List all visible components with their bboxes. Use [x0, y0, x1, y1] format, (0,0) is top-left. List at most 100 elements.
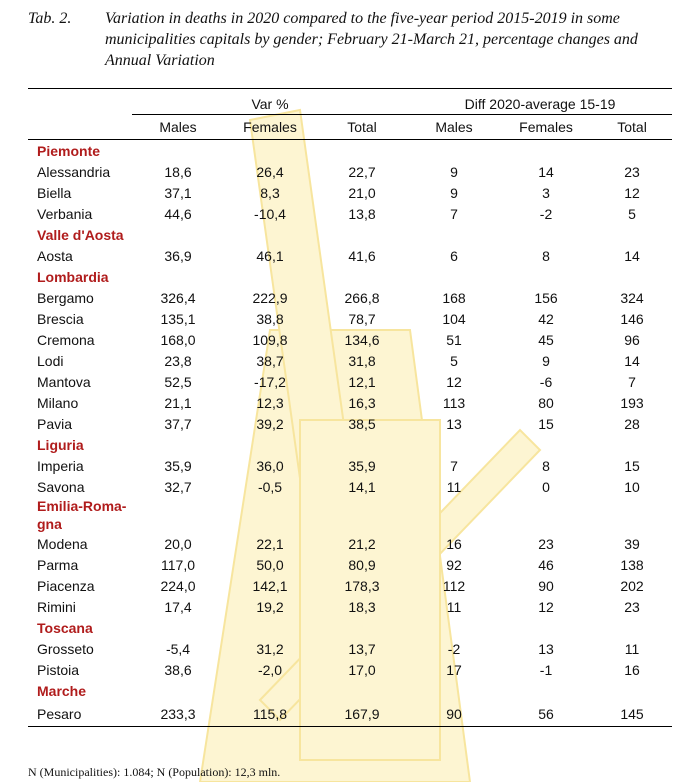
cell: 21,2 — [348, 535, 376, 552]
cell: 11 — [624, 640, 640, 657]
data-row: Alessandria 18,6 26,4 22,7 9 14 23 — [28, 161, 672, 182]
cell: 39,2 — [256, 415, 284, 432]
cell: 146 — [620, 310, 644, 327]
cell: 112 — [442, 577, 466, 594]
data-row: Bergamo 326,4 222,9 266,8 168 156 324 — [28, 287, 672, 308]
column-header: Males — [408, 114, 501, 140]
data-row: Savona 32,7 -0,5 14,1 11 0 10 — [28, 476, 672, 497]
region-spacer — [132, 266, 672, 287]
cell: 324 — [620, 289, 644, 306]
cell: 56 — [500, 701, 593, 727]
cell: 46,1 — [256, 247, 284, 264]
cell: -2 — [447, 640, 461, 657]
region-name: Toscana — [37, 619, 93, 636]
row-name: Biella — [37, 184, 72, 201]
cell: 18,3 — [348, 598, 376, 615]
cell: 35,9 — [348, 457, 376, 474]
cell: 12 — [446, 373, 462, 390]
cell: 37,7 — [164, 415, 192, 432]
cell: 32,7 — [164, 478, 192, 495]
group-header: Var % — [132, 88, 409, 115]
cell: 92 — [446, 556, 462, 573]
cell: 115,8 — [224, 701, 316, 727]
cell: 80 — [538, 394, 554, 411]
cell: 35,9 — [164, 457, 192, 474]
cell: 7 — [450, 457, 458, 474]
cell: 13 — [538, 640, 554, 657]
cell: 156 — [534, 289, 558, 306]
cell: 104 — [442, 310, 466, 327]
cell: 21,0 — [348, 184, 376, 201]
row-name: Grosseto — [37, 640, 94, 657]
cell: 14,1 — [348, 478, 376, 495]
cell: 16 — [446, 535, 462, 552]
row-name: Rimini — [37, 598, 76, 615]
cell: 31,2 — [256, 640, 284, 657]
region-spacer — [132, 617, 672, 638]
row-name: Savona — [37, 478, 85, 495]
column-header: Total — [316, 114, 409, 140]
cell: 135,1 — [160, 310, 196, 327]
cell: 167,9 — [316, 701, 409, 727]
cell: 16,3 — [348, 394, 376, 411]
row-name: Pistoia — [37, 661, 80, 678]
cell: 12,1 — [348, 373, 376, 390]
region-spacer — [132, 497, 672, 533]
column-header: Females — [224, 114, 316, 140]
cell: 138 — [620, 556, 644, 573]
region-row: Valle d'Aosta — [28, 224, 672, 245]
group-header: Diff 2020-average 15-19 — [408, 88, 673, 115]
cell: 96 — [624, 331, 640, 348]
data-row: Pistoia 38,6 -2,0 17,0 17 -1 16 — [28, 659, 672, 680]
cell: 14 — [624, 352, 640, 369]
cell: 28 — [624, 415, 640, 432]
row-name: Lodi — [37, 352, 64, 369]
cell: 23 — [624, 163, 640, 180]
cell: 17,0 — [348, 661, 376, 678]
cell: 37,1 — [164, 184, 192, 201]
cell: -2 — [539, 205, 553, 222]
cell: 19,2 — [256, 598, 284, 615]
cell: 224,0 — [160, 577, 196, 594]
region-name: Lombardia — [37, 268, 109, 285]
cell: 10 — [624, 478, 640, 495]
cell: 326,4 — [160, 289, 196, 306]
region-name: Marche — [37, 682, 87, 699]
cell: 266,8 — [344, 289, 380, 306]
cell: 41,6 — [348, 247, 376, 264]
cell: 202 — [620, 577, 644, 594]
data-row: Milano 21,1 12,3 16,3 113 80 193 — [28, 392, 672, 413]
cell: 117,0 — [161, 556, 195, 573]
row-name: Imperia — [37, 457, 84, 474]
cell: 50,0 — [256, 556, 284, 573]
cell: 9 — [450, 163, 458, 180]
cell: 51 — [446, 331, 462, 348]
row-name: Verbania — [37, 205, 93, 222]
region-spacer — [132, 140, 672, 162]
region-spacer — [132, 680, 672, 701]
cell: 18,6 — [164, 163, 192, 180]
region-row: Piemonte — [28, 140, 672, 162]
cell: 134,6 — [344, 331, 380, 348]
data-row: Verbania 44,6 -10,4 13,8 7 -2 5 — [28, 203, 672, 224]
cell: 46 — [538, 556, 554, 573]
cell: 38,8 — [256, 310, 284, 327]
data-row: Imperia 35,9 36,0 35,9 7 8 15 — [28, 455, 672, 476]
cell: 8 — [542, 457, 550, 474]
data-row: Piacenza 224,0 142,1 178,3 112 90 202 — [28, 575, 672, 596]
cell: -1 — [539, 661, 553, 678]
cell: 0 — [542, 478, 550, 495]
cell: -2,0 — [257, 661, 283, 678]
cell: 22,7 — [348, 163, 376, 180]
cell: 14 — [624, 247, 640, 264]
row-name: Modena — [37, 535, 88, 552]
column-header: Total — [592, 114, 673, 140]
row-name: Aosta — [37, 247, 73, 264]
cell: 168,0 — [160, 331, 196, 348]
cell: 8,3 — [260, 184, 280, 201]
cell: 90 — [408, 701, 501, 727]
header-empty — [28, 88, 132, 115]
cell: 23 — [538, 535, 554, 552]
data-row: Aosta 36,9 46,1 41,6 6 8 14 — [28, 245, 672, 266]
cell: 7 — [450, 205, 458, 222]
